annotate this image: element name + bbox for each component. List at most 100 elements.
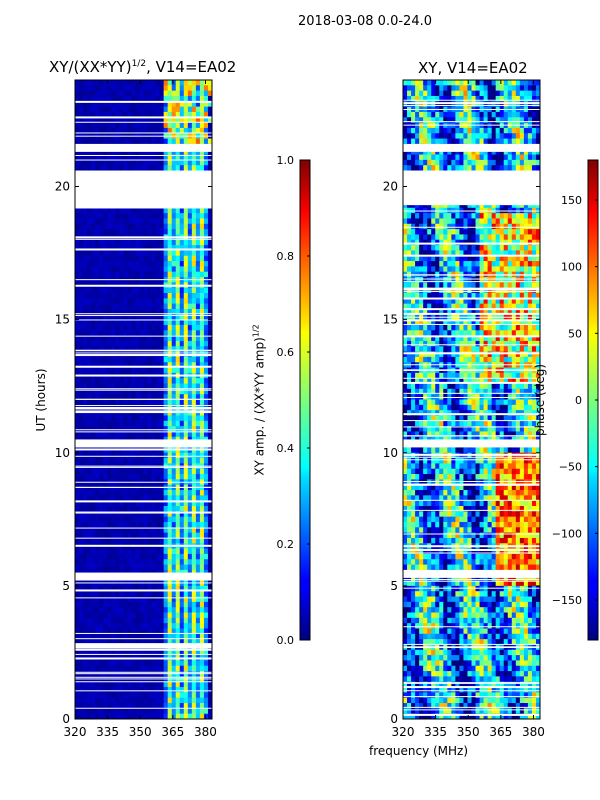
heatmap-cell: [139, 500, 145, 507]
heatmap-cell: [95, 687, 100, 693]
heatmap-cell: [151, 452, 157, 459]
heatmap-cell: [507, 117, 513, 124]
heatmap-cell: [91, 122, 96, 129]
heatmap-cell: [79, 665, 84, 672]
heatmap-cell: [135, 660, 141, 667]
heatmap-cell: [175, 452, 181, 459]
heatmap-cell: [135, 346, 141, 353]
heatmap-cell: [175, 697, 181, 704]
heatmap-cell: [91, 90, 96, 97]
heatmap-cell: [147, 527, 153, 534]
heatmap-cell: [127, 591, 133, 598]
heatmap-cell: [475, 111, 481, 118]
heatmap-cell: [103, 692, 108, 699]
heatmap-cell: [135, 266, 141, 273]
heatmap-cell: [443, 101, 448, 108]
heatmap-cell: [167, 623, 173, 630]
heatmap-cell: [191, 452, 197, 459]
heatmap-cell: [111, 660, 116, 667]
heatmap-cell: [167, 159, 173, 166]
heatmap-cell: [499, 90, 505, 97]
heatmap-cell: [179, 601, 185, 608]
heatmap-cell: [199, 154, 205, 161]
heatmap-cell: [99, 293, 104, 299]
heatmap-cell: [91, 255, 96, 262]
heatmap-cell: [99, 255, 104, 262]
heatmap-cell: [87, 708, 92, 715]
heatmap-cell: [79, 101, 84, 108]
heatmap-cell: [171, 591, 177, 598]
heatmap-cell: [139, 495, 145, 502]
heatmap-cell: [419, 154, 424, 161]
heatmap-cell: [111, 410, 116, 417]
heatmap-cell: [171, 601, 177, 608]
heatmap-cell: [111, 346, 116, 353]
heatmap-cell: [191, 324, 197, 331]
heatmap-cell: [147, 388, 153, 395]
heatmap-cell: [135, 165, 141, 172]
heatmap-cell: [111, 298, 116, 305]
heatmap-cell: [195, 303, 201, 310]
heatmap-cell: [123, 165, 128, 172]
heatmap-cell: [127, 490, 133, 496]
heatmap-cell: [163, 117, 169, 124]
heatmap-cell: [79, 378, 84, 385]
heatmap-cell: [175, 665, 181, 672]
heatmap-cell: [83, 388, 88, 395]
heatmap-cell: [199, 591, 205, 598]
heatmap-cell: [183, 154, 189, 161]
heatmap-cell: [195, 388, 201, 395]
heatmap-cell: [111, 553, 116, 560]
heatmap-cell: [187, 378, 193, 385]
heatmap-cell: [183, 708, 189, 715]
heatmap-cell: [107, 90, 112, 97]
heatmap-cell: [163, 165, 169, 172]
heatmap-cell: [191, 330, 197, 337]
heatmap-cell: [139, 708, 145, 715]
heatmap-cell: [175, 553, 181, 560]
heatmap-cell: [115, 314, 120, 321]
heatmap-cell: [407, 101, 412, 108]
heatmap-cell: [199, 511, 205, 518]
heatmap-cell: [127, 213, 133, 220]
heatmap-cell: [147, 585, 153, 592]
data-gap-line: [75, 350, 212, 352]
heatmap-cell: [191, 601, 197, 608]
heatmap-cell: [167, 261, 173, 267]
heatmap-cell: [95, 266, 100, 273]
heatmap-cell: [143, 330, 149, 337]
heatmap-cell: [163, 527, 169, 534]
heatmap-cell: [91, 314, 96, 321]
heatmap-cell: [139, 601, 145, 608]
heatmap-cell: [207, 601, 212, 608]
heatmap-cell: [147, 335, 153, 342]
heatmap-cell: [135, 623, 141, 630]
heatmap-cell: [95, 213, 100, 220]
heatmap-cell: [203, 474, 209, 480]
heatmap-cell: [139, 293, 145, 299]
heatmap-cell: [127, 85, 133, 92]
heatmap-cell: [171, 532, 177, 539]
heatmap-cell: [435, 101, 440, 108]
heatmap-cell: [95, 165, 100, 172]
heatmap-cell: [155, 308, 161, 315]
data-gap: [75, 143, 212, 152]
heatmap-cell: [135, 681, 141, 688]
heatmap-cell: [487, 154, 493, 161]
heatmap-cell: [99, 399, 104, 406]
heatmap-cell: [115, 308, 120, 315]
heatmap-cell: [175, 287, 181, 294]
heatmap-cell: [95, 101, 100, 108]
heatmap-cell: [91, 617, 96, 624]
heatmap-cell: [459, 80, 465, 86]
heatmap-cell: [79, 500, 84, 507]
heatmap-cell: [119, 601, 124, 608]
heatmap-cell: [191, 511, 197, 518]
heatmap-cell: [179, 314, 185, 321]
heatmap-cell: [143, 111, 149, 118]
heatmap-cell: [199, 649, 205, 656]
heatmap-cell: [199, 548, 205, 555]
heatmap-cell: [435, 149, 440, 156]
heatmap-cell: [159, 596, 165, 603]
heatmap-cell: [143, 687, 149, 693]
